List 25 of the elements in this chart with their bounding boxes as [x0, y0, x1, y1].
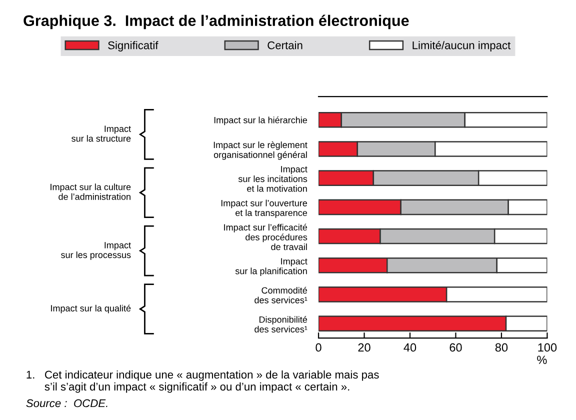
source-note: Source : OCDE. — [26, 399, 108, 408]
legend-label: Significatif — [108, 41, 158, 52]
y-tick-label: Impact sur l’ouverture et la transparence — [221, 200, 308, 218]
text: Impact sur la culture de l’administration — [50, 184, 131, 200]
chart-title: Graphique 3. Impact de l’administration électronique — [24, 14, 409, 30]
legend-label: Certain — [268, 41, 302, 50]
y-tick-label: Disponibilité des services¹ — [254, 316, 308, 332]
x-tick-label: 40 — [404, 343, 416, 352]
text: Impact sur la structure — [72, 126, 131, 142]
y-tick-label: Impact sur la hiérarchie — [214, 116, 308, 126]
text: Impact sur les processus — [61, 242, 131, 260]
x-tick-label: 100 — [538, 343, 557, 352]
text: Impact sur la qualité — [51, 304, 131, 314]
x-tick-label: 20 — [358, 343, 370, 352]
x-axis-title: % — [537, 356, 547, 364]
text: 1. Cet indicateur indique une « augmentation » de la variable mais pas s’il s’agit d’un impact « significatif » ou d’un impact « certain ». — [26, 370, 379, 393]
y-tick-label: Impact sur les incitations et la motivation — [238, 166, 308, 192]
x-tick-label: 80 — [495, 343, 508, 352]
x-tick-label: 60 — [450, 343, 462, 352]
y-tick-label: Commodité des services¹ — [254, 286, 308, 304]
y-tick-label: Impact sur la planification — [235, 258, 308, 276]
y-tick-label: Impact sur l’efficacité des procédures de travail — [224, 224, 308, 250]
x-tick-label: 0 — [316, 343, 322, 352]
y-tick-label: Impact sur le règlement organisationnel général — [214, 141, 308, 160]
legend-label: Limité/aucun impact — [412, 40, 511, 52]
